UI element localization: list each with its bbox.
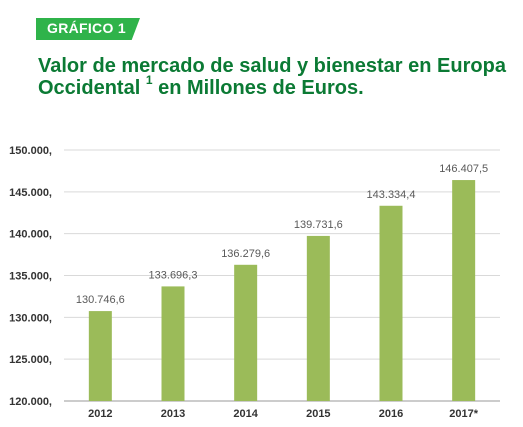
x-tick-label: 2016 [379, 408, 403, 420]
y-tick-label: 130.000, [9, 312, 52, 324]
bar [161, 286, 185, 401]
bar-value-label: 146.407,5 [439, 163, 488, 175]
x-tick-label: 2014 [233, 408, 258, 420]
y-tick-label: 140.000, [9, 229, 52, 241]
bar-value-label: 143.334,4 [367, 189, 416, 201]
chart-title-footnote-marker: 1 [145, 73, 153, 88]
bar [379, 205, 403, 401]
y-tick-label: 125.000, [9, 354, 52, 366]
bar [234, 264, 258, 401]
bar-value-label: 136.279,6 [221, 248, 270, 260]
chart-title-tail: en Millones de Euros. [152, 77, 364, 99]
bar [452, 180, 476, 401]
y-tick-label: 135.000, [9, 271, 52, 283]
x-tick-label: 2015 [306, 408, 330, 420]
bar [306, 235, 330, 401]
chart-title-main: Valor de mercado de salud y bienestar en… [38, 55, 506, 99]
bar-value-label: 130.746,6 [76, 294, 125, 306]
bar [88, 311, 112, 401]
y-tick-label: 150.000, [9, 145, 52, 157]
x-tick-label: 2017* [449, 408, 478, 420]
chart-tag-label: GRÁFICO 1 [47, 20, 126, 36]
x-tick-label: 2012 [88, 408, 112, 420]
chart-tag-badge [36, 18, 140, 40]
chart-title: Valor de mercado de salud y bienestar en… [38, 55, 508, 99]
y-tick-label: 120.000, [9, 396, 52, 408]
x-tick-label: 2013 [161, 408, 185, 420]
y-tick-label: 145.000, [9, 187, 52, 199]
bar-value-label: 133.696,3 [149, 269, 198, 281]
bar-value-label: 139.731,6 [294, 219, 343, 231]
